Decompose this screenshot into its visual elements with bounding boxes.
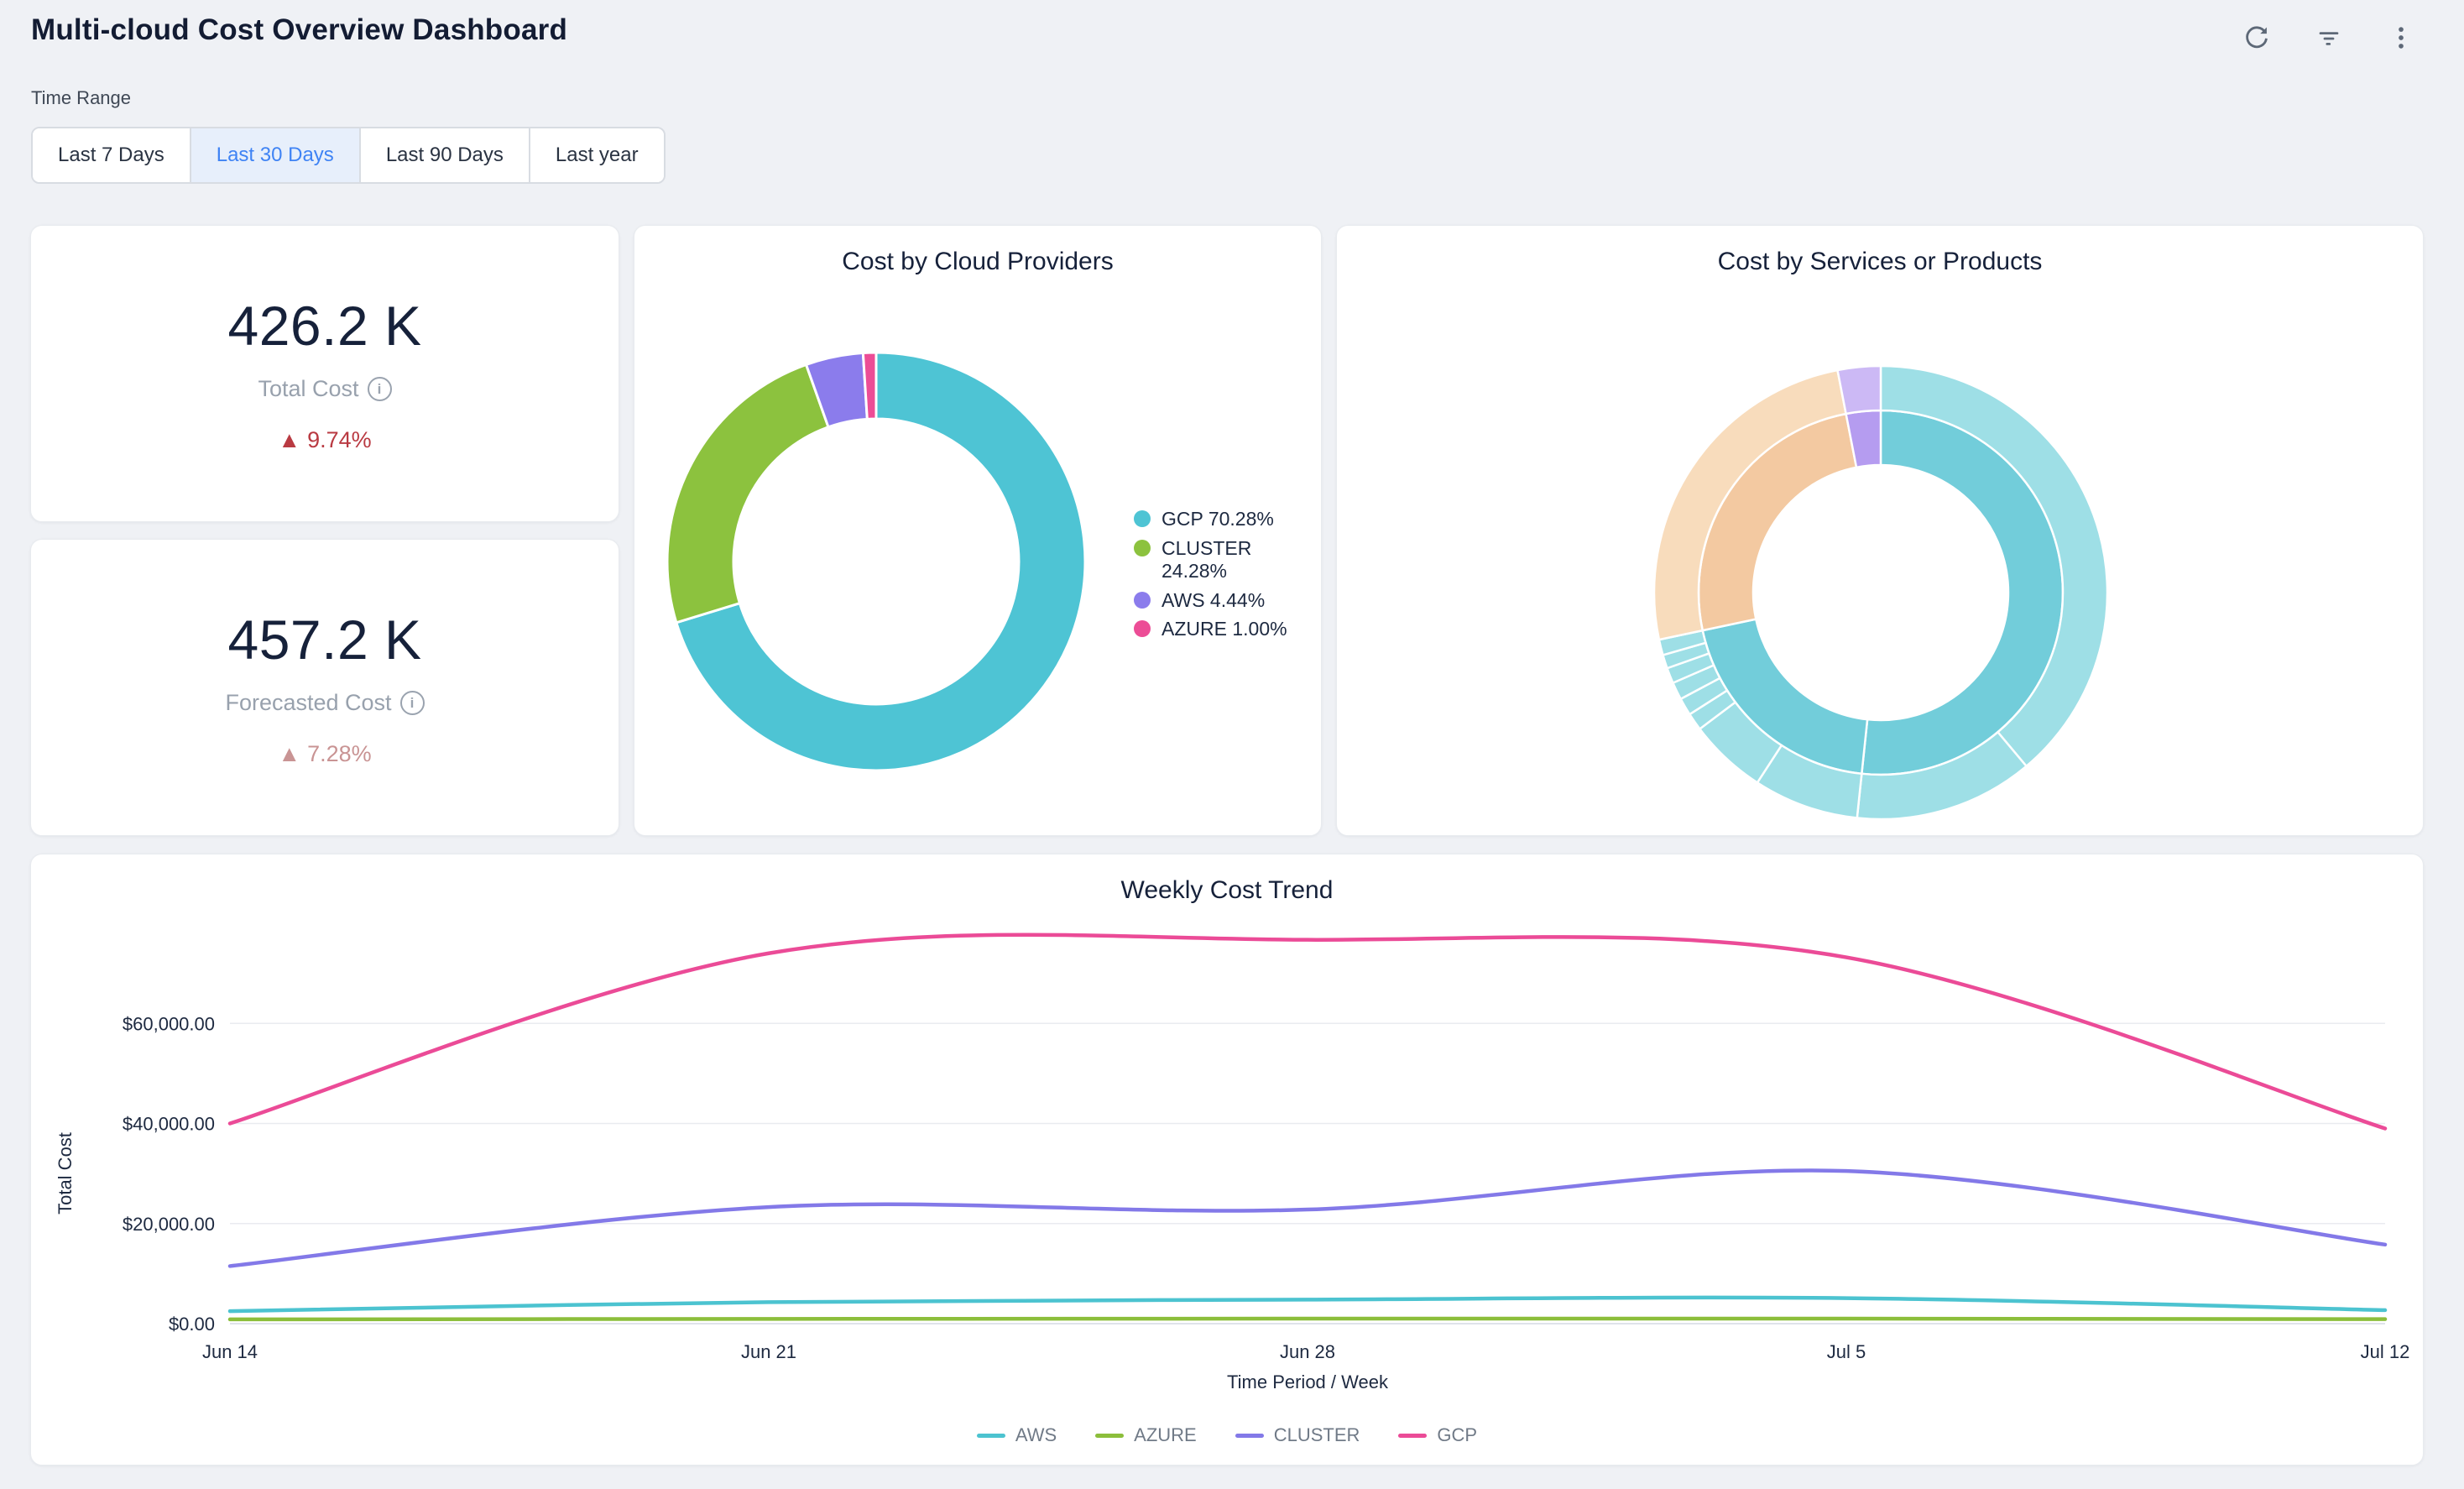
x-axis-tick-label: Jul 5 <box>1827 1341 1866 1362</box>
y-axis-tick-label: $20,000.00 <box>123 1214 215 1235</box>
forecasted-cost-kpi-card: 457.2 K Forecasted Cost i ▲ 7.28% <box>30 539 619 836</box>
cost-by-providers-title: Cost by Cloud Providers <box>842 248 1114 275</box>
trend-line-cluster[interactable] <box>227 1168 2388 1268</box>
time-range-last-7-days[interactable]: Last 7 Days <box>33 128 190 182</box>
cost-by-providers-card: Cost by Cloud Providers GCP 70.28% CLUST… <box>634 225 1322 836</box>
triangle-up-icon: ▲ <box>278 741 301 766</box>
time-range-label: Time Range <box>31 87 132 108</box>
legend-item-aws[interactable]: AWS 4.44% <box>1134 589 1318 613</box>
legend-dot <box>1134 591 1151 609</box>
forecasted-cost-delta: ▲ 7.28% <box>278 741 371 767</box>
trend-legend: AWS AZURE CLUSTER GCP <box>31 1424 2423 1446</box>
time-range-last-year[interactable]: Last year <box>528 128 664 182</box>
legend-item-azure[interactable]: AZURE 1.00% <box>1134 618 1318 641</box>
forecasted-cost-label: Forecasted Cost <box>225 690 392 715</box>
forecasted-cost-delta-value: 7.28% <box>307 741 372 766</box>
y-axis-tick-label: $0.00 <box>169 1314 215 1335</box>
filter-icon <box>2319 32 2339 45</box>
legend-item-cluster[interactable]: CLUSTER 24.28% <box>1134 537 1318 583</box>
legend-item-cluster[interactable]: CLUSTER <box>1235 1424 1360 1446</box>
info-icon[interactable]: i <box>367 377 392 401</box>
total-cost-kpi-card: 426.2 K Total Cost i ▲ 9.74% <box>30 225 619 522</box>
x-axis-tick-label: Jun 28 <box>1280 1341 1335 1362</box>
total-cost-delta: ▲ 9.74% <box>278 427 371 453</box>
total-cost-value: 426.2 K <box>227 295 422 357</box>
filter-button[interactable] <box>2310 18 2348 57</box>
refresh-button[interactable] <box>2237 18 2276 57</box>
y-axis-title: Total Cost <box>55 1132 76 1215</box>
providers-donut-chart[interactable] <box>634 226 1321 835</box>
y-axis-tick-label: $40,000.00 <box>123 1114 215 1135</box>
donut-segment-gcp[interactable] <box>674 351 1087 772</box>
refresh-icon <box>2246 26 2268 49</box>
x-axis-tick-label: Jun 14 <box>202 1341 258 1362</box>
x-axis-title: Time Period / Week <box>1227 1371 1389 1392</box>
legend-dot <box>1134 539 1151 556</box>
weekly-cost-trend-card: Weekly Cost Trend $0.00 $20,000.00 $40,000… <box>30 854 2424 1465</box>
legend-dash <box>1398 1433 1428 1438</box>
info-icon[interactable]: i <box>399 691 425 715</box>
trend-line-gcp[interactable] <box>227 933 2388 1131</box>
legend-item-gcp[interactable]: GCP 70.28% <box>1134 508 1318 531</box>
time-range-last-30-days[interactable]: Last 30 Days <box>189 128 359 182</box>
legend-item-aws[interactable]: AWS <box>976 1424 1057 1446</box>
more-options-button[interactable] <box>2382 18 2420 57</box>
page-title: Multi-cloud Cost Overview Dashboard <box>31 13 568 46</box>
services-sunburst-chart[interactable] <box>1337 226 2423 835</box>
x-axis-tick-label: Jun 21 <box>741 1341 796 1362</box>
forecasted-cost-value: 457.2 K <box>227 609 422 671</box>
sunburst-outer-segment-11[interactable] <box>1836 364 1882 415</box>
legend-dot <box>1134 510 1151 527</box>
time-range-group: Last 7 Days Last 30 Days Last 90 Days La… <box>31 127 666 184</box>
donut-segment-azure[interactable] <box>861 351 878 421</box>
total-cost-delta-value: 9.74% <box>307 427 372 452</box>
donut-segment-cluster[interactable] <box>666 363 830 624</box>
cost-by-services-title: Cost by Services or Products <box>1717 248 2043 275</box>
legend-dash <box>1235 1433 1264 1438</box>
kebab-menu-icon <box>2399 27 2404 49</box>
weekly-cost-trend-title: Weekly Cost Trend <box>1120 876 1334 904</box>
legend-dash <box>1095 1433 1125 1438</box>
legend-item-azure[interactable]: AZURE <box>1095 1424 1197 1446</box>
weekly-cost-trend-chart[interactable]: $0.00 $20,000.00 $40,000.00 $60,000.00 Total… <box>31 854 2423 1465</box>
cost-by-services-card: Cost by Services or Products <box>1336 225 2424 836</box>
legend-dash <box>976 1433 1005 1438</box>
legend-item-gcp[interactable]: GCP <box>1398 1424 1477 1446</box>
x-axis-tick-label: Jul 12 <box>2361 1341 2410 1362</box>
y-axis-tick-label: $60,000.00 <box>123 1013 215 1034</box>
header-toolbar <box>2237 18 2420 57</box>
providers-donut-legend: GCP 70.28% CLUSTER 24.28% AWS 4.44% AZUR… <box>1134 508 1318 647</box>
legend-dot <box>1134 620 1151 638</box>
time-range-last-90-days[interactable]: Last 90 Days <box>358 128 529 182</box>
total-cost-label: Total Cost <box>258 376 359 401</box>
sunburst-outer-segment-0[interactable] <box>1879 364 2109 768</box>
triangle-up-icon: ▲ <box>278 427 301 452</box>
trend-line-aws[interactable] <box>227 1295 2388 1314</box>
